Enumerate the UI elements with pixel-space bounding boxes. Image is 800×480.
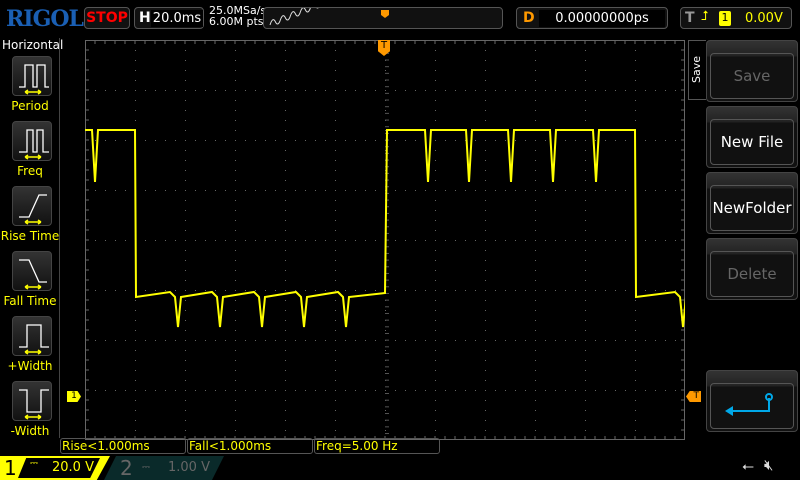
menu-title: Horizontal: [2, 38, 64, 52]
trigger-level-marker[interactable]: T: [686, 391, 701, 402]
freq-icon: [19, 129, 49, 160]
new-file-button[interactable]: New File: [706, 106, 798, 168]
run-stop-status[interactable]: STOP: [84, 7, 130, 29]
measure-item-label: Freq: [17, 164, 43, 178]
horizontal-measure-menu: Horizontal Period Freq Rise Time Fall Time +…: [0, 38, 64, 438]
measure-item-label: Fall Time: [3, 294, 57, 308]
save-menu-title: Save: [690, 55, 704, 84]
back-button[interactable]: [706, 370, 798, 432]
measure-neg-width-button[interactable]: [12, 381, 52, 421]
waveform-grid: [85, 40, 685, 440]
delay-label: D: [523, 10, 535, 26]
measure-pos-width-button[interactable]: [12, 316, 52, 356]
measure-item-label: +Width: [7, 359, 53, 373]
measure-period-button[interactable]: [12, 56, 52, 96]
button-label: Save: [710, 53, 794, 99]
overview-waveform-icon: [269, 0, 389, 26]
channel-1-number: 1: [4, 456, 17, 480]
button-label: New File: [710, 119, 794, 165]
measure-item-label: Rise Time: [0, 229, 60, 243]
h-label: H: [139, 10, 151, 26]
dc-coupling-icon: ⎓: [142, 462, 150, 473]
measure-freq-button[interactable]: [12, 121, 52, 161]
trigger-position-marker[interactable]: T: [378, 40, 390, 56]
ch1-trace: [85, 129, 685, 328]
speaker-muted-icon[interactable]: 🔇︎: [764, 456, 774, 474]
channel-2-number: 2: [120, 456, 133, 480]
usb-icon: ⭠: [742, 457, 755, 475]
measure-item-label: Period: [11, 99, 49, 113]
channel-2-tab[interactable]: 2 ⎓ 1.00 V: [104, 456, 224, 480]
return-arrow-icon: [725, 393, 773, 416]
dc-coupling-icon: ⎓: [30, 458, 38, 469]
rise-time-icon: [19, 194, 47, 225]
fall-time-icon: [19, 259, 47, 290]
trigger-display[interactable]: T ⮥ 1 0.00V: [680, 7, 792, 29]
measurement-freq: Freq=5.00 Hz: [314, 438, 440, 454]
ch1-offset-marker[interactable]: 1: [67, 391, 81, 402]
measurement-rise: Rise<1.000ms: [60, 438, 186, 454]
horizontal-timebase[interactable]: H 20.0ms: [134, 7, 204, 29]
ch2-scale-value: 1.00 V: [168, 460, 210, 475]
period-icon: [19, 64, 49, 95]
neg-width-icon: [19, 389, 49, 420]
trigger-source: 1: [719, 11, 731, 26]
button-label: NewFolder: [710, 185, 794, 231]
ch1-scale-value: 20.0 V: [52, 460, 94, 475]
trigger-level: 0.00V: [745, 11, 783, 26]
sample-rate: 25.0MSa/s: [209, 4, 267, 17]
save-button[interactable]: Save: [706, 40, 798, 102]
waveform-overview[interactable]: [263, 0, 503, 29]
measure-fall-time-button[interactable]: [12, 251, 52, 291]
acquisition-info: 25.0MSa/s 6.00M pts: [209, 5, 266, 27]
button-label: Delete: [710, 251, 794, 297]
delete-button[interactable]: Delete: [706, 238, 798, 300]
memory-depth: 6.00M pts: [209, 15, 264, 28]
rising-edge-icon: ⮥: [701, 9, 709, 24]
measurement-fall: Fall<1.000ms: [187, 438, 313, 454]
save-menu-tab: Save: [688, 40, 706, 100]
channel-1-scale[interactable]: 20.0 V: [18, 458, 100, 478]
delay-display[interactable]: D 0.00000000ps: [516, 7, 668, 29]
trigger-label: T: [685, 10, 695, 26]
delay-value: 0.00000000ps: [539, 10, 665, 27]
measure-rise-time-button[interactable]: [12, 186, 52, 226]
pos-width-icon: [19, 324, 49, 355]
timebase-value: 20.0ms: [151, 10, 203, 27]
rigol-logo: RIGOL: [6, 6, 84, 32]
newfolder-button[interactable]: NewFolder: [706, 172, 798, 234]
measure-item-label: -Width: [10, 424, 50, 438]
